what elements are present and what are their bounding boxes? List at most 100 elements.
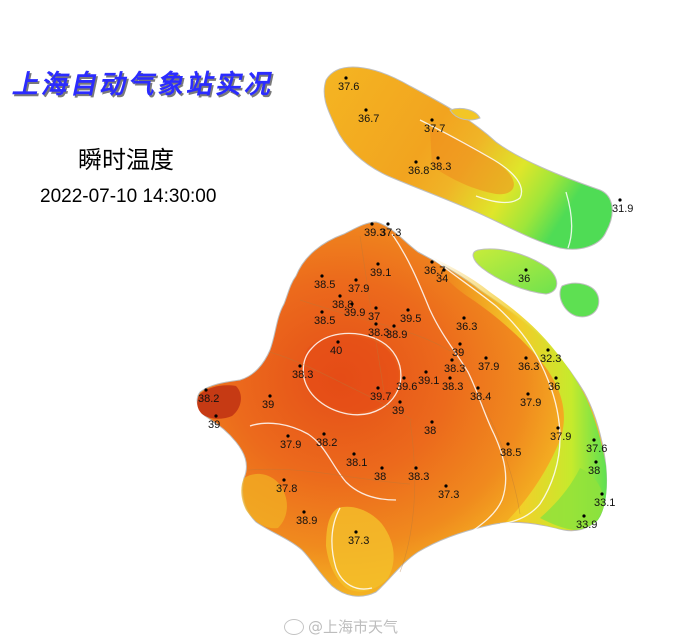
station-dot [386, 222, 390, 226]
station-dot [354, 278, 358, 282]
station-dot [414, 466, 418, 470]
station-value: 37.3 [380, 227, 401, 239]
weibo-icon [284, 618, 304, 635]
station-value: 38.3 [442, 381, 463, 393]
station-dot [398, 400, 402, 404]
station-value: 38.1 [346, 457, 367, 469]
station-value: 37.6 [586, 443, 607, 455]
station-dot [436, 156, 440, 160]
station-dot [352, 452, 356, 456]
station-dot [618, 198, 622, 202]
station-dot [592, 438, 596, 442]
station-value: 36.7 [424, 265, 445, 277]
station-value: 31.9 [612, 203, 633, 215]
east-coast-cool-band [430, 256, 607, 530]
station-value: 39 [208, 419, 220, 431]
isotherm-lines [249, 119, 573, 590]
station-dot [302, 510, 306, 514]
station-marker: 37.8 [276, 478, 297, 495]
station-value: 37.9 [280, 439, 301, 451]
station-value: 38.2 [316, 437, 337, 449]
station-dot [524, 268, 528, 272]
station-dot [322, 432, 326, 436]
station-value: 37.9 [348, 283, 369, 295]
station-value: 39.5 [400, 313, 421, 325]
station-value: 39.7 [370, 391, 391, 403]
station-value: 39.1 [370, 267, 391, 279]
station-marker: 37.7 [424, 118, 445, 135]
station-dot [458, 342, 462, 346]
station-marker: 37.9 [348, 278, 369, 295]
station-dot [582, 514, 586, 518]
station-dot [600, 492, 604, 496]
station-marker: 37.3 [438, 484, 459, 501]
station-dot [282, 478, 286, 482]
station-value: 38.4 [470, 391, 491, 403]
station-marker: 33.9 [576, 514, 597, 531]
station-marker: 39 [392, 400, 404, 417]
station-dot [430, 420, 434, 424]
station-marker: 33.1 [594, 492, 615, 509]
station-dot [380, 466, 384, 470]
station-dot [414, 160, 418, 164]
station-value: 37.3 [438, 489, 459, 501]
station-dot [430, 260, 434, 264]
station-marker: 38.9 [386, 324, 407, 341]
station-marker: 39 [262, 394, 274, 411]
station-value: 34 [436, 273, 448, 285]
station-layer: 37.636.737.736.8 38.331.939.337.339.1 36.7… [198, 76, 633, 547]
station-marker: 37 [368, 306, 380, 323]
station-value: 37.6 [338, 81, 359, 93]
station-value: 33.1 [594, 497, 615, 509]
station-dot [344, 76, 348, 80]
map-timestamp: 2022-07-10 14:30:00 [40, 186, 217, 207]
station-value: 39.3 [364, 227, 385, 239]
station-dot [524, 356, 528, 360]
station-marker: 39.6 [396, 376, 417, 393]
tiny-island [449, 107, 481, 121]
station-marker: 39.1 [370, 262, 391, 279]
station-value: 38 [424, 425, 436, 437]
station-value: 32.3 [540, 353, 561, 365]
station-value: 38.3 [444, 363, 465, 375]
station-marker: 39.9 [344, 302, 365, 319]
station-marker: 36.7 [424, 260, 445, 277]
station-value: 38.2 [198, 393, 219, 405]
station-dot [424, 370, 428, 374]
station-value: 36 [518, 273, 530, 285]
station-marker: 38.2 [198, 388, 219, 405]
station-marker: 32.3 [540, 348, 561, 365]
hengsha-island [559, 282, 600, 318]
station-marker: 37.6 [586, 438, 607, 455]
station-dot [320, 310, 324, 314]
station-dot [462, 316, 466, 320]
station-value: 39.1 [418, 375, 439, 387]
station-value: 39 [262, 399, 274, 411]
station-value: 39.6 [396, 381, 417, 393]
station-marker: 39 [452, 342, 464, 359]
station-marker: 37.3 [348, 530, 369, 547]
station-value: 37.7 [424, 123, 445, 135]
station-dot [448, 376, 452, 380]
station-marker: 34 [436, 268, 448, 285]
station-value: 38.5 [314, 279, 335, 291]
district-boundaries [247, 235, 521, 573]
station-marker: 38.3 [442, 376, 463, 393]
station-value: 38.5 [314, 315, 335, 327]
station-dot [376, 262, 380, 266]
station-marker: 36.3 [456, 316, 477, 333]
station-marker: 38.4 [470, 386, 491, 403]
station-dot [204, 388, 208, 392]
station-dot [350, 302, 354, 306]
station-dot [286, 434, 290, 438]
station-marker: 36.8 [408, 160, 429, 177]
south-mild-zone [326, 506, 394, 592]
station-value: 40 [330, 345, 342, 357]
hot-core-zone [303, 335, 399, 413]
station-dot [484, 356, 488, 360]
station-dot [374, 306, 378, 310]
changxing-island [472, 248, 558, 295]
station-value: 38 [374, 471, 386, 483]
southeast-green-zone [540, 468, 604, 530]
